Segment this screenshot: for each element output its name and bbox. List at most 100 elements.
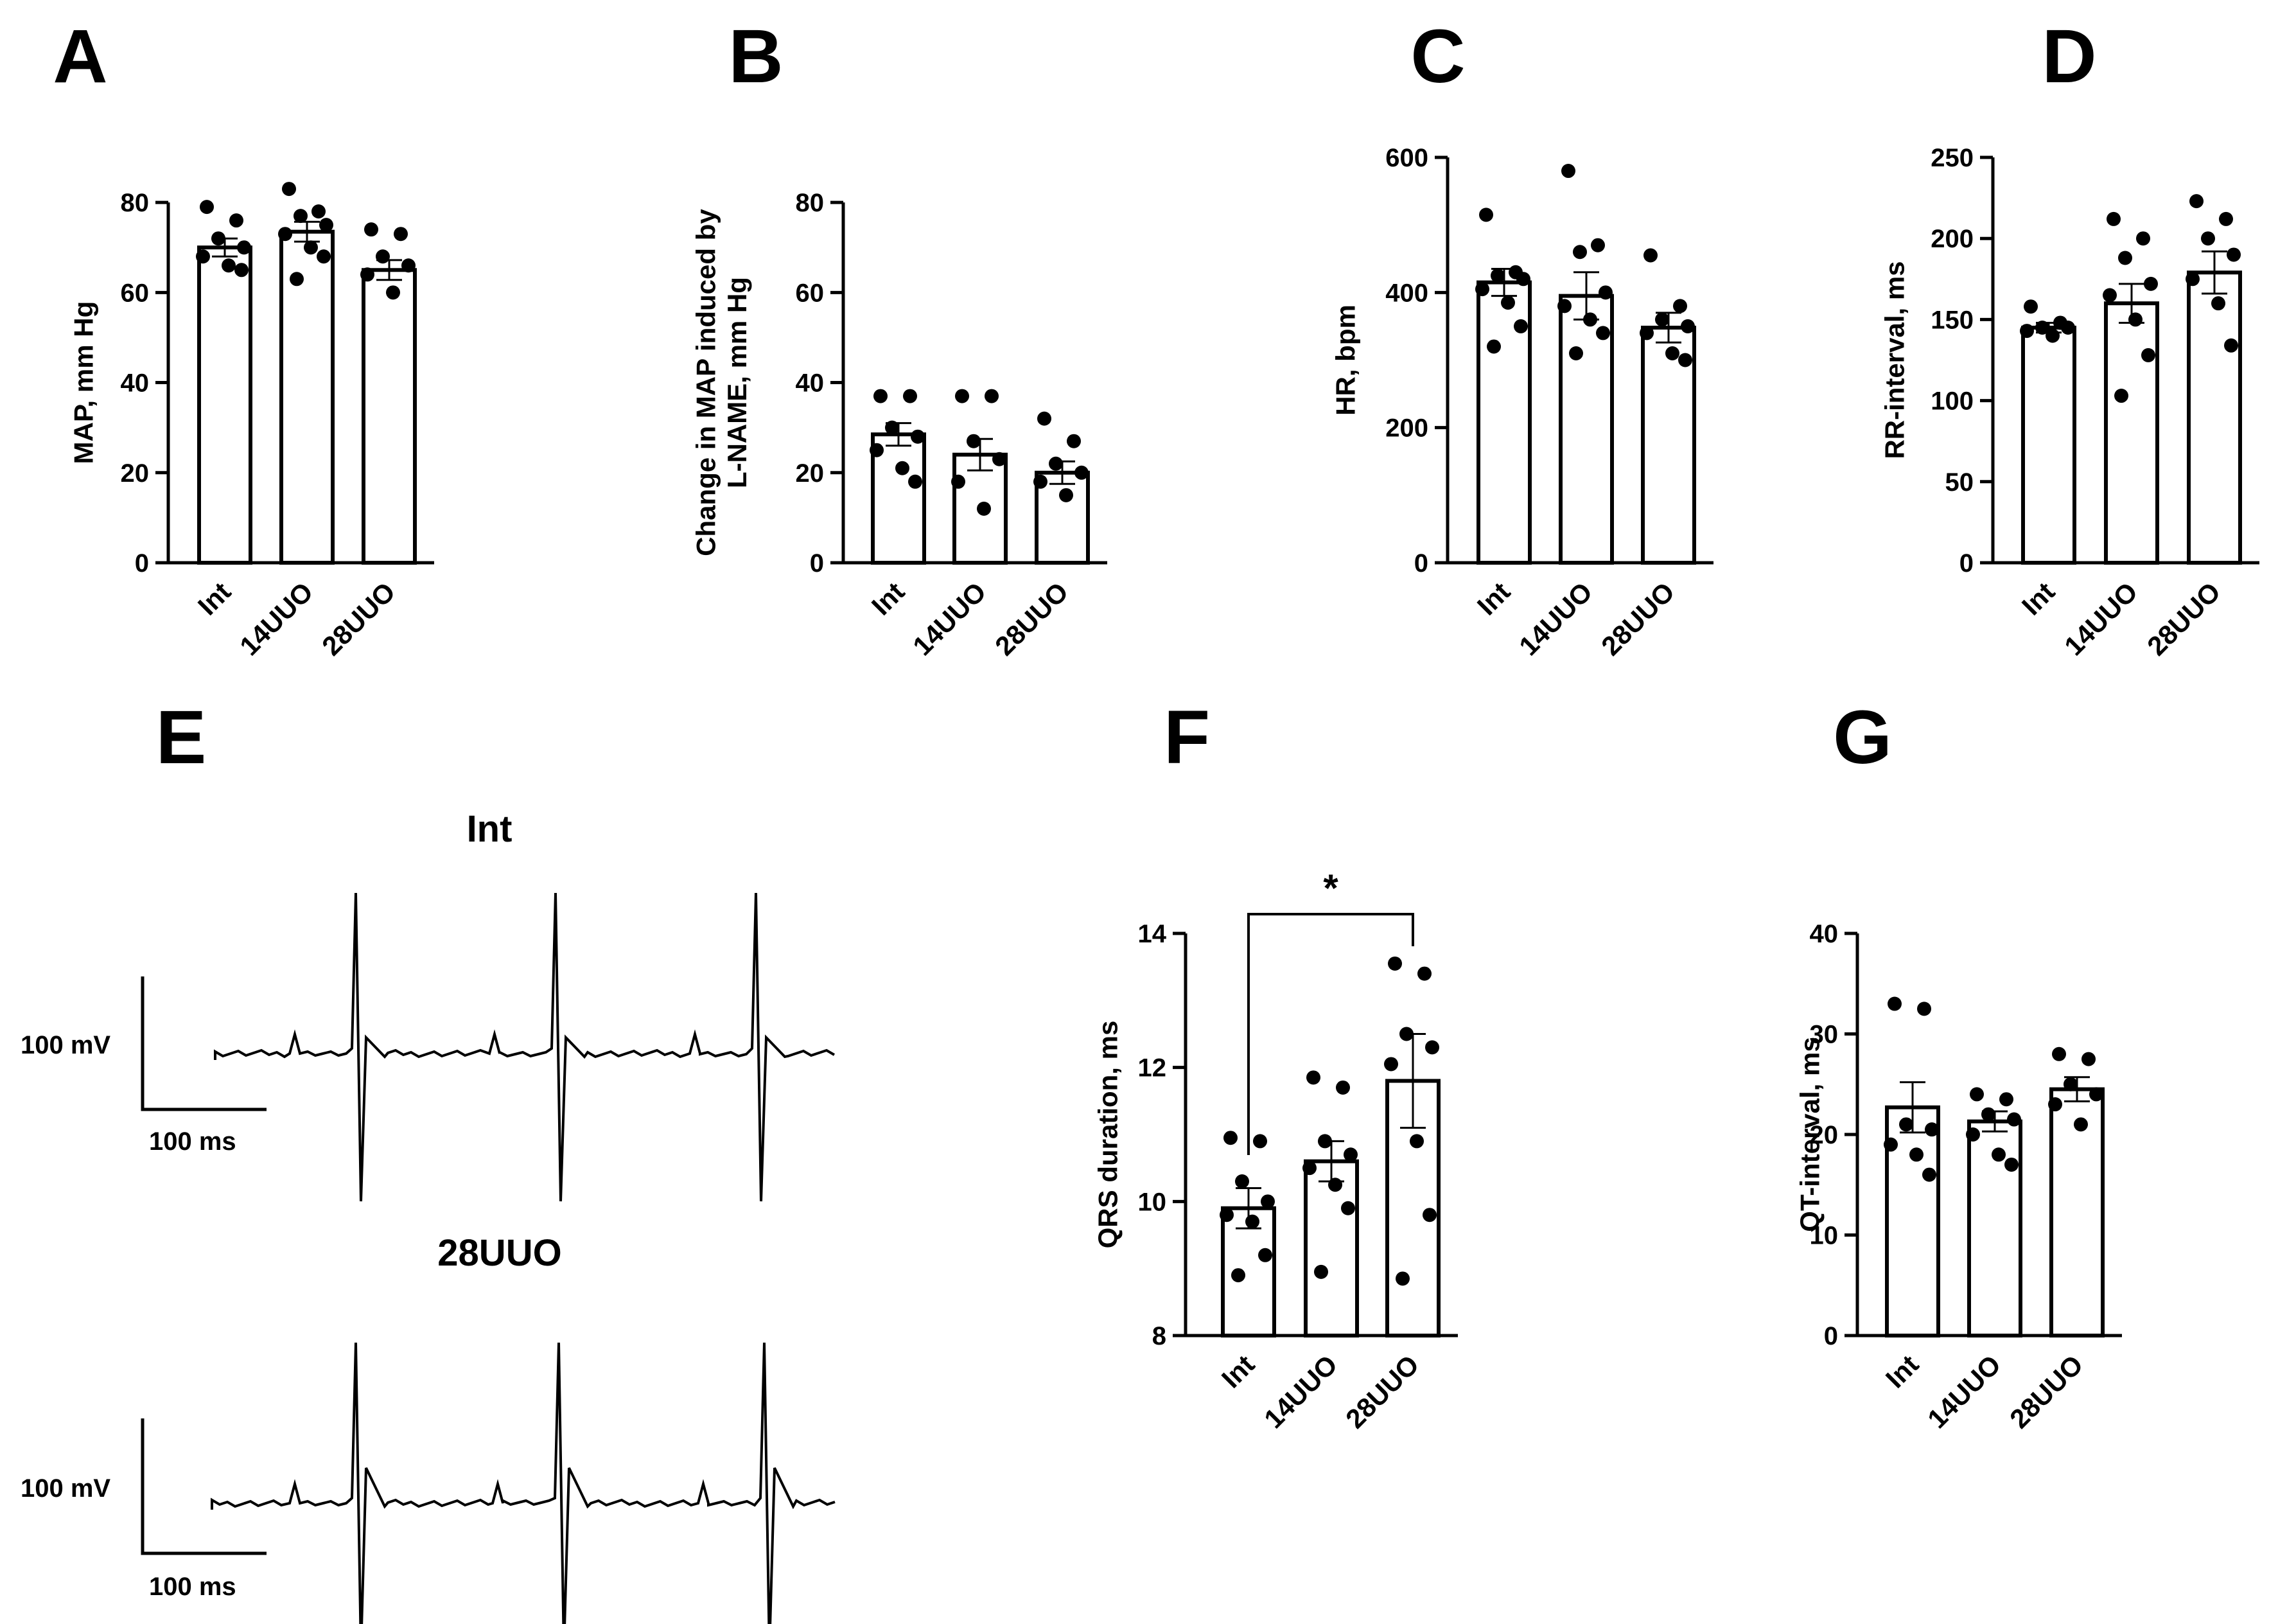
y-tick-label: 30 [1810,1021,1839,1049]
data-point [211,231,225,246]
data-point [2227,247,2241,262]
y-tick-label: 20 [121,459,150,488]
data-point [282,182,296,197]
data-point [2224,338,2238,353]
data-point [1999,1092,2013,1107]
data-point [2064,1077,2078,1091]
y-axis-label: RR-interval, ms [1880,261,1910,459]
data-point [1966,1127,1980,1142]
data-point [1981,1107,1995,1122]
data-point [394,227,408,242]
bar [362,268,417,565]
category-label: Int [2016,576,2061,621]
data-point [1059,488,1073,502]
data-point [2074,1117,2088,1132]
category-label: 28UUO [1340,1349,1424,1434]
category-label: Int [1880,1349,1925,1394]
chart-b: 0 20 40 60 80 Change in MAP induced byL-NAME,… [691,189,1107,661]
data-point [2219,211,2233,226]
y-tick-label: 0 [1959,549,1974,578]
data-point [1573,245,1587,260]
panel-letter-e: E [156,695,207,780]
data-point [401,258,416,273]
data-point [1643,248,1658,263]
data-point [977,501,991,516]
category-label: 28UUO [2004,1349,2089,1434]
ecg-traces [141,892,836,1624]
data-point [294,209,308,224]
y-axis-label-line: L-NAME, mm Hg [722,277,752,488]
data-point [196,249,210,264]
ecg-scale-bar-28uuo [141,1418,267,1555]
data-point [1341,1201,1355,1215]
data-point [1220,1208,1234,1222]
ecg-scale-voltage-28uuo: 100 mV [21,1474,110,1503]
data-point [2052,1046,2066,1061]
data-point [386,285,400,300]
data-point [1970,1087,1984,1102]
data-point [360,267,374,282]
data-point [885,420,899,435]
y-axis-label-line: QRS duration, ms [1093,1021,1123,1249]
ecg-trace-28uuo [211,1342,836,1624]
data-point [222,258,236,273]
data-point [955,389,969,403]
y-axis-label-line: HR, bpm [1331,304,1361,416]
data-point [278,227,292,242]
data-point [2186,272,2200,287]
data-point [967,434,981,448]
data-point [1640,326,1654,340]
data-point [1037,411,1051,426]
data-point [870,443,884,457]
panel-letter-d: D [2042,14,2096,99]
data-point [1992,1147,2006,1162]
data-point [200,200,214,215]
data-point [1925,1122,1939,1137]
data-point [304,240,318,255]
data-point [1909,1147,1924,1162]
y-tick-label: 200 [1931,225,1974,253]
category-label: Int [866,576,911,621]
data-point [1306,1070,1320,1085]
data-point [985,389,999,403]
data-point [951,474,965,489]
data-point [1314,1264,1328,1279]
data-point [1410,1134,1424,1149]
y-tick-label: 200 [1385,414,1428,443]
ecg-scale-bar-int [141,976,267,1111]
y-tick-label: 80 [796,189,825,217]
y-axis-label-line: Change in MAP induced by [691,209,721,556]
chart-d: 0 50 100 150 200 250 RR-interval, ms Int14UUO28… [1880,144,2259,661]
data-point [1501,296,1515,310]
category-label: 28UUO [989,576,1074,661]
data-point [1417,966,1432,981]
data-point [1384,1057,1398,1072]
data-point [1479,207,1493,222]
data-point [1899,1117,1913,1132]
data-point [911,429,925,444]
category-label: Int [1216,1349,1261,1394]
y-tick-label: 0 [810,549,824,578]
data-point [376,249,390,264]
ecg-scale-time-int: 100 ms [149,1127,236,1156]
data-point [1318,1134,1332,1149]
y-axis-label: QRS duration, ms [1093,1021,1123,1249]
data-point [1344,1147,1358,1162]
data-point [1245,1214,1259,1229]
y-tick-label: 50 [1945,468,1974,497]
data-point [364,222,378,237]
ecg-title-int: Int [467,808,513,850]
data-point [1328,1178,1342,1192]
category-label: Int [1471,576,1516,621]
category-label: 14UUO [1258,1349,1343,1434]
panel-letter-g: G [1833,695,1892,780]
data-point [2024,299,2038,314]
y-tick-label: 10 [1138,1188,1167,1216]
